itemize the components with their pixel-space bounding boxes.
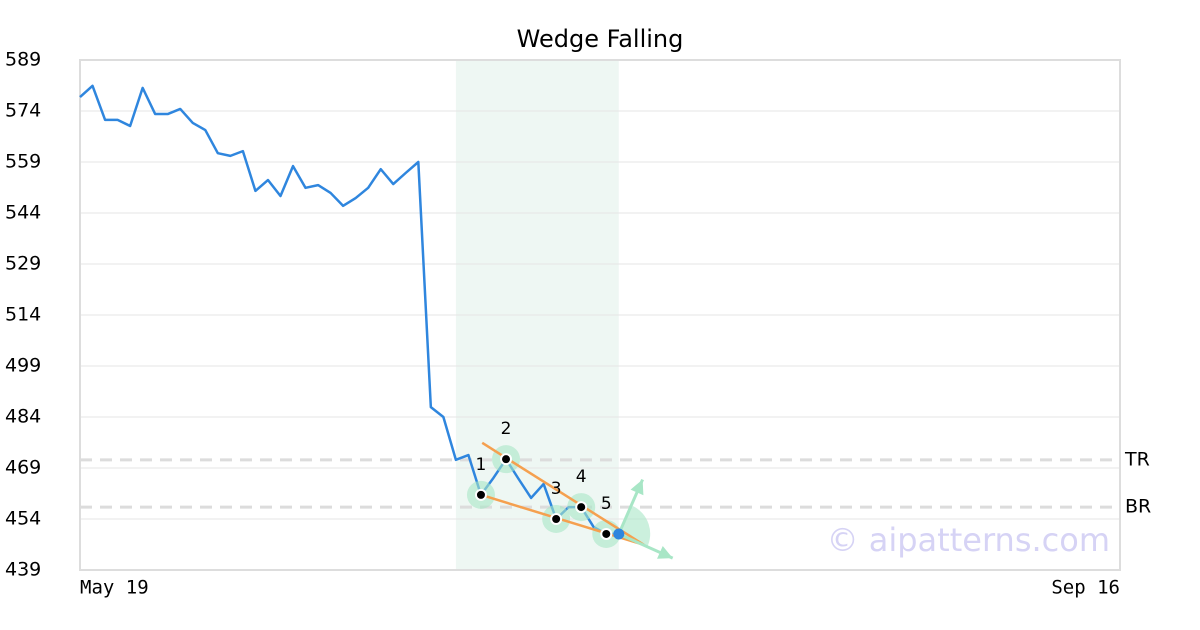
y-tick-label: 484 [5,406,41,428]
pattern-point [600,527,613,540]
pattern-point [575,501,588,514]
y-tick-label: 439 [5,559,41,581]
pattern-label: 4 [576,467,587,487]
last-point [613,528,625,540]
y-tick-label: 469 [5,457,41,479]
level-label: TR [1124,448,1150,470]
price-line [79,84,619,536]
pattern-label: 1 [476,455,487,475]
pattern-label: 3 [551,479,562,499]
pattern-point [550,513,563,525]
x-tick-label: Sep 16 [1051,577,1120,599]
y-tick-label: 544 [5,202,41,224]
y-tick-label: 559 [5,151,41,173]
pattern-point [500,453,513,466]
pattern-label: 5 [601,494,612,514]
y-tick-label: 499 [5,355,41,377]
plot-frame [79,59,1121,571]
arrow-head [657,545,673,559]
y-tick-label: 454 [5,508,41,530]
pattern-label: 2 [501,419,512,439]
y-tick-label: 514 [5,304,41,326]
x-tick-label: May 19 [80,577,149,599]
level-label: BR [1125,496,1151,518]
y-tick-label: 529 [5,253,41,275]
pattern-point [474,488,487,501]
watermark: © aipatterns.com [827,521,1110,559]
arrow-head [630,479,644,496]
chart-title: Wedge Falling [517,25,684,53]
y-tick-label: 589 [5,49,41,71]
y-tick-label: 574 [5,100,41,122]
